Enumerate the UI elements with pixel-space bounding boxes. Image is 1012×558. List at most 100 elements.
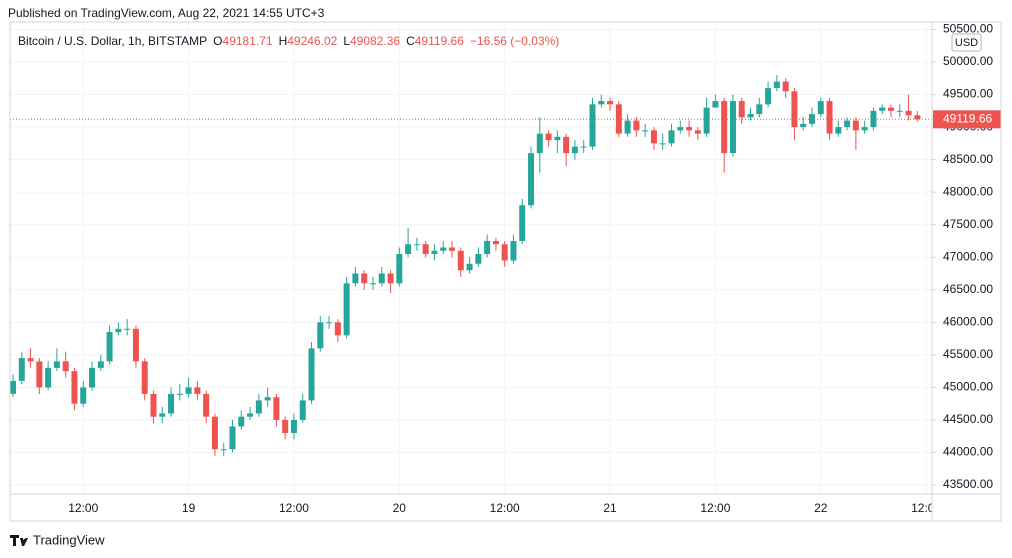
y-tick-label: 47500.00 — [943, 217, 993, 231]
candle-body — [27, 358, 34, 362]
candle-body — [879, 107, 886, 111]
candle-body — [343, 283, 350, 336]
x-axis: 12:00 19 12:00 20 12:00 21 12:00 22 12:00 — [68, 501, 932, 515]
x-tick-label: 21 — [603, 501, 617, 515]
x-tick-label: 20 — [393, 501, 407, 515]
candle-body — [132, 328, 139, 362]
candle-body — [317, 322, 324, 349]
y-tick-label: 48500.00 — [943, 152, 993, 166]
candle-body — [773, 81, 780, 89]
candle-body — [747, 114, 754, 118]
candle-body — [431, 250, 438, 254]
candle-body — [369, 283, 376, 285]
candle-body — [659, 143, 666, 145]
symbol: Bitcoin / U.S. Dollar, 1h, BITSTAMP — [18, 34, 207, 48]
candle-body — [624, 120, 631, 134]
grid — [10, 22, 932, 494]
candle-body — [580, 146, 587, 148]
axes: 43500.00 44000.00 44500.00 45000.00 45500.00… — [68, 22, 1001, 515]
c-label: C — [406, 34, 415, 48]
candle-body — [650, 130, 657, 144]
o-label: O — [213, 34, 222, 48]
candle-body — [247, 413, 254, 417]
candle-body — [449, 247, 455, 251]
candle-body — [159, 413, 166, 417]
candle-body — [396, 253, 403, 284]
candle-body — [273, 397, 280, 420]
candle-body — [677, 127, 684, 131]
candle-body — [352, 273, 359, 284]
candle-body — [89, 367, 96, 388]
currency-box — [951, 33, 982, 52]
published: Published on TradingView.com, Aug 22, 20… — [8, 6, 325, 20]
candle-body — [642, 130, 649, 132]
x-tick-label: 12:00 — [490, 501, 520, 515]
candle-body — [413, 244, 420, 246]
candle-body — [18, 358, 25, 381]
legend-line: Bitcoin / U.S. Dollar, 1h, BITSTAMP O4918… — [18, 34, 559, 48]
candle-body — [686, 127, 693, 131]
x-tick-label: 12:00 — [700, 501, 730, 515]
x-tick-label: 12:00 — [68, 501, 98, 515]
change: −16.56 (−0.03%) — [470, 34, 559, 48]
candle-body — [563, 136, 570, 154]
y-tick-label: 45000.00 — [943, 380, 993, 394]
y-tick-label: 44500.00 — [943, 412, 993, 426]
y-tick-label: 46000.00 — [943, 315, 993, 329]
candle-body — [545, 133, 552, 141]
c-value: 49119.66 — [415, 34, 464, 48]
candle-body — [528, 153, 535, 206]
logo-icon — [10, 535, 28, 546]
l-label: L — [343, 34, 350, 48]
candle-body — [738, 101, 745, 118]
o-value: 49181.71 — [223, 34, 273, 48]
x-tick-label: 19 — [182, 501, 196, 515]
h-label: H — [279, 34, 288, 48]
candle-body — [211, 416, 218, 450]
candle-body — [422, 244, 429, 254]
candle-body — [106, 332, 113, 362]
y-tick-label: 50500.00 — [943, 22, 993, 36]
candle-body — [141, 361, 148, 394]
candle-body — [290, 419, 297, 433]
candle-body — [765, 88, 772, 105]
candle-body — [334, 322, 341, 336]
candle-body — [852, 120, 859, 131]
frame — [9, 21, 1002, 522]
y-tick-label: 49500.00 — [943, 87, 993, 101]
candle-body — [203, 393, 210, 417]
candle-body — [914, 115, 921, 120]
candle-body — [668, 130, 675, 144]
candle-body — [475, 253, 482, 264]
candle-body — [598, 101, 605, 105]
candle-body — [62, 361, 69, 372]
candle-body — [800, 123, 807, 128]
candle-body — [861, 127, 868, 131]
candle-body — [835, 127, 842, 134]
candle-body — [361, 273, 368, 284]
candle-body — [484, 240, 491, 254]
logo: TradingView — [10, 532, 105, 547]
candle-body — [220, 449, 227, 451]
y-tick-label: 47000.00 — [943, 249, 993, 263]
x-tick-label: 22 — [814, 501, 828, 515]
candle-body — [729, 101, 736, 154]
l-value: 49082.36 — [350, 34, 400, 48]
candle-body — [194, 387, 201, 394]
candle-body — [115, 328, 122, 333]
candle-body — [71, 371, 78, 404]
candle-body — [378, 273, 385, 284]
candle-body — [554, 136, 561, 141]
candle-body — [308, 348, 315, 401]
candle-body — [694, 130, 701, 134]
candle-body — [519, 205, 526, 241]
candle-body — [238, 416, 245, 427]
candle-body — [607, 101, 614, 105]
candle-body — [721, 101, 728, 154]
x-tick-label: 12:00 — [279, 501, 309, 515]
candle-body — [571, 146, 578, 154]
last-price-box — [933, 110, 1001, 129]
candle-body — [326, 322, 333, 324]
candle-body — [97, 361, 104, 368]
